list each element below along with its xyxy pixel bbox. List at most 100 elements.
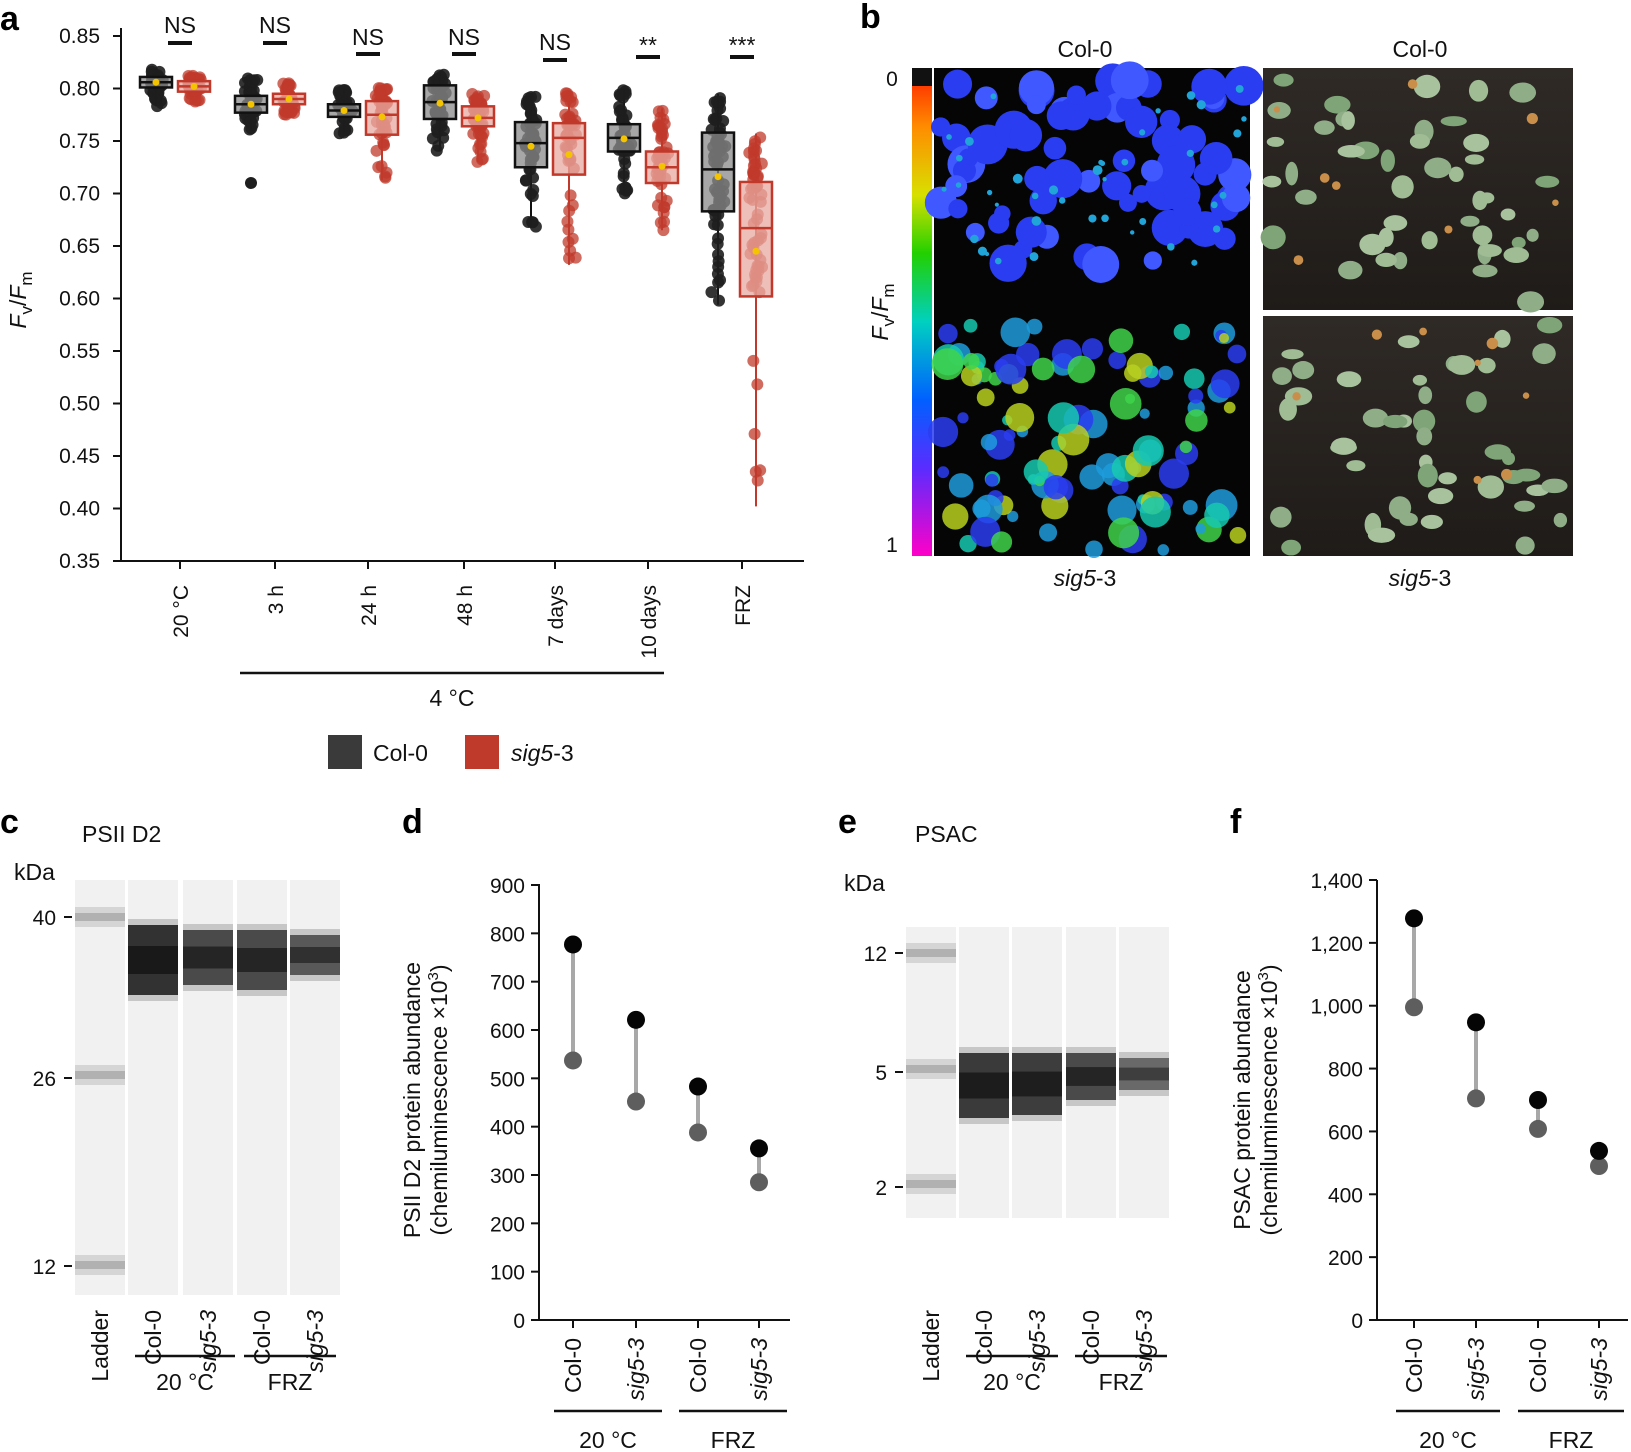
a-mean-sig5 (474, 114, 482, 122)
b-fluor-leaf-damaged (976, 388, 995, 407)
b-photo-leaf (1292, 361, 1315, 380)
b-photo-leaf (1421, 231, 1438, 250)
c-title: PSII D2 (82, 821, 161, 847)
blot-ladder-band-core (906, 1065, 956, 1073)
e-lane-labels: Ladder Col-0 sig5-3 Col-0 sig5-320 °C FRZ (918, 1310, 1167, 1395)
b-photo-pebble (1419, 327, 1427, 336)
blot-ladder-band-core (906, 949, 956, 957)
a-mean-sig5 (658, 162, 666, 170)
a-point-sig5 (754, 131, 767, 144)
b-photo-leaf (1517, 291, 1545, 313)
b-photo-pebble (1273, 106, 1281, 113)
a-mean-sig5 (378, 113, 386, 121)
b-photo-leaf (1337, 145, 1365, 158)
b-photo-leaf (1440, 116, 1467, 127)
b-photo-plants (1260, 73, 1568, 556)
f-y-tick-label: 400 (1328, 1184, 1363, 1207)
a-significance-label: NS (164, 12, 196, 38)
b-fluor-leaf-damaged (1188, 388, 1204, 404)
blot-lane-bg (75, 880, 125, 1295)
b-fluor-leaf-damaged (1210, 369, 1240, 399)
e-blot-lanes (906, 927, 1169, 1218)
d-x-tick-label: Col-0 (560, 1338, 586, 1393)
legend-col0-swatch (328, 735, 362, 769)
panel-d-dumbbell: 0 100 200 300 400 500 600 700 800 900 Col-0 sig5-3… (399, 875, 790, 1452)
c-blot-lanes (75, 880, 340, 1295)
b-colorbar-top (912, 68, 932, 86)
b-fluor-leaf (943, 69, 973, 99)
f-y-axis-label-line2: (chemiluminescence ×103) (1255, 964, 1282, 1235)
a-point-sig5 (470, 92, 483, 105)
a-y-axis-label: Fv/Fm (5, 271, 36, 328)
b-fluor-speck (1139, 217, 1147, 225)
f-dot-low (1405, 998, 1423, 1017)
d-y-tick-label: 900 (490, 875, 525, 898)
b-fluorescence-blobs (924, 61, 1264, 559)
b-fluor-speck (1048, 185, 1059, 195)
a-mean-col0 (152, 78, 160, 86)
b-photo-leaf (1466, 391, 1487, 413)
a-mean-col0 (340, 107, 348, 115)
b-photo-leaf (1295, 189, 1317, 205)
a-x-ticks: 20 °C 3 h 24 h 48 h 7 days 10 days FRZ (170, 561, 755, 659)
d-y-ticks: 0 100 200 300 400 500 600 700 800 900 (490, 875, 539, 1333)
b-fluor-speck (1101, 214, 1109, 223)
b-fluor-leaf (1046, 101, 1076, 130)
f-y-tick-label: 0 (1351, 1310, 1363, 1333)
a-y-ticks: 0.85 0.80 0.75 0.70 0.65 0.60 0.55 0.50 0.45 0.40… (59, 25, 121, 573)
b-fluor-leaf (1043, 136, 1067, 160)
b-photo-pebble (1522, 392, 1530, 399)
a-mean-col0 (620, 135, 628, 143)
d-y-tick-label: 100 (490, 1262, 525, 1285)
d-x-tick-label: sig5-3 (623, 1338, 649, 1401)
b-photo-leaf (1500, 208, 1516, 221)
a-significance: NS NS NS NS NS ** *** (164, 12, 755, 62)
b-photo-leaf (1515, 536, 1535, 555)
b-photo-pebble (1292, 392, 1301, 401)
a-mean-sig5 (285, 95, 293, 103)
a-point-sig5 (377, 138, 390, 151)
c-kda-label: kDa (14, 859, 55, 885)
b-fluor-speck (1196, 100, 1206, 110)
d-dot-low (627, 1092, 645, 1111)
blot-group-label: 20 °C (156, 1369, 214, 1395)
blot-ladder-band-core (75, 1071, 125, 1079)
a-point-sig5 (751, 170, 764, 183)
b-photo-pebble (1473, 475, 1482, 484)
b-label-col0-fluor: Col-0 (1058, 36, 1113, 62)
b-photo-leaf (1494, 329, 1511, 348)
blot-group-label: FRZ (268, 1369, 313, 1395)
f-dot-high (1467, 1013, 1485, 1032)
b-fluor-leaf-damaged (1108, 517, 1140, 549)
b-fluor-leaf-damaged (1158, 458, 1190, 489)
a-point-sig5 (748, 427, 761, 440)
c-lane-labels: Ladder Col-0 sig5-3 Col-0 sig5-320 °C FRZ (87, 1310, 336, 1395)
b-fluor-leaf (1026, 95, 1046, 115)
a-point-col0 (711, 237, 724, 250)
a-mean-col0 (714, 173, 722, 181)
b-photo-leaf (1330, 437, 1357, 455)
a-y-tick-label: 0.70 (59, 183, 100, 206)
b-photo-leaf (1553, 512, 1568, 528)
b-fluor-leaf-damaged (960, 365, 983, 387)
d-dot-high (564, 935, 582, 954)
b-photo-leaf (1535, 175, 1560, 188)
b-fluor-leaf (1199, 141, 1233, 175)
b-colorbar-tick-0: 0 (886, 68, 898, 91)
a-x-tick-label: FRZ (732, 585, 755, 626)
a-point-sig5 (561, 215, 574, 228)
d-dot-low (564, 1051, 582, 1070)
blot-ladder-tick-label: 5 (875, 1062, 887, 1085)
a-point-col0 (437, 131, 450, 144)
f-x-tick-label: Col-0 (1401, 1338, 1427, 1393)
panel-b-images: 0 1 Fv/Fm Col-0 Col-0 sig5-3 sig5-3 (867, 36, 1573, 591)
b-fluor-leaf-damaged (1081, 338, 1104, 360)
b-fluor-leaf (994, 205, 1011, 222)
d-y-tick-label: 800 (490, 923, 525, 946)
b-fluor-leaf-damaged (1219, 332, 1230, 344)
b-photo-leaf (1367, 527, 1396, 543)
b-fluor-speck (1155, 108, 1161, 114)
blot-ladder-band-core (906, 1180, 956, 1188)
b-photo-leaf (1260, 225, 1286, 250)
